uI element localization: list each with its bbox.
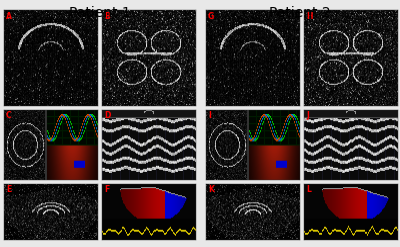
Text: I: I xyxy=(208,111,211,120)
Text: J: J xyxy=(306,111,309,120)
Text: Patient 1: Patient 1 xyxy=(69,6,131,20)
Text: H: H xyxy=(306,12,312,21)
Text: Patient 2: Patient 2 xyxy=(269,6,331,20)
Text: G: G xyxy=(208,12,214,21)
Text: K: K xyxy=(208,185,214,194)
Text: F: F xyxy=(104,185,109,194)
Text: E: E xyxy=(6,185,11,194)
Text: D: D xyxy=(104,111,110,120)
Text: A: A xyxy=(6,12,12,21)
Text: C: C xyxy=(6,111,12,120)
Text: B: B xyxy=(104,12,110,21)
Text: L: L xyxy=(306,185,311,194)
